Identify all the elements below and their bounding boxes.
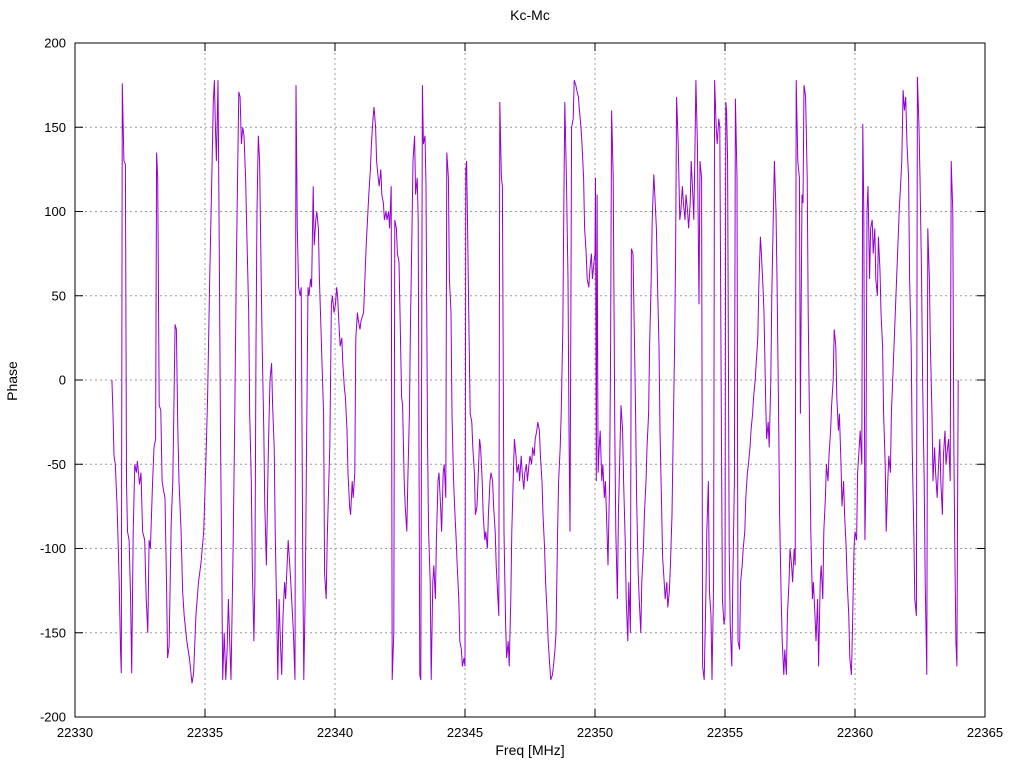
y-tick-label: -100: [40, 541, 66, 556]
x-tick-label: 22350: [577, 725, 613, 740]
y-tick-label: 50: [52, 288, 66, 303]
x-axis-title: Freq [MHz]: [495, 742, 565, 758]
y-tick-label: -200: [40, 710, 66, 725]
y-tick-label: -150: [40, 625, 66, 640]
y-tick-label: 150: [44, 120, 66, 135]
x-tick-label: 22335: [187, 725, 223, 740]
x-tick-label: 22355: [707, 725, 743, 740]
y-tick-label: 100: [44, 204, 66, 219]
x-tick-label: 22365: [967, 725, 1003, 740]
x-tick-label: 22340: [317, 725, 353, 740]
phase-data-line: [111, 76, 959, 684]
chart-title: Kc-Mc: [510, 7, 550, 23]
y-tick-label: 0: [59, 373, 66, 388]
y-tick-label: 200: [44, 36, 66, 51]
x-tick-label: 22360: [837, 725, 873, 740]
x-tick-label: 22330: [57, 725, 93, 740]
y-tick-label: -50: [47, 457, 66, 472]
x-tick-label: 22345: [447, 725, 483, 740]
